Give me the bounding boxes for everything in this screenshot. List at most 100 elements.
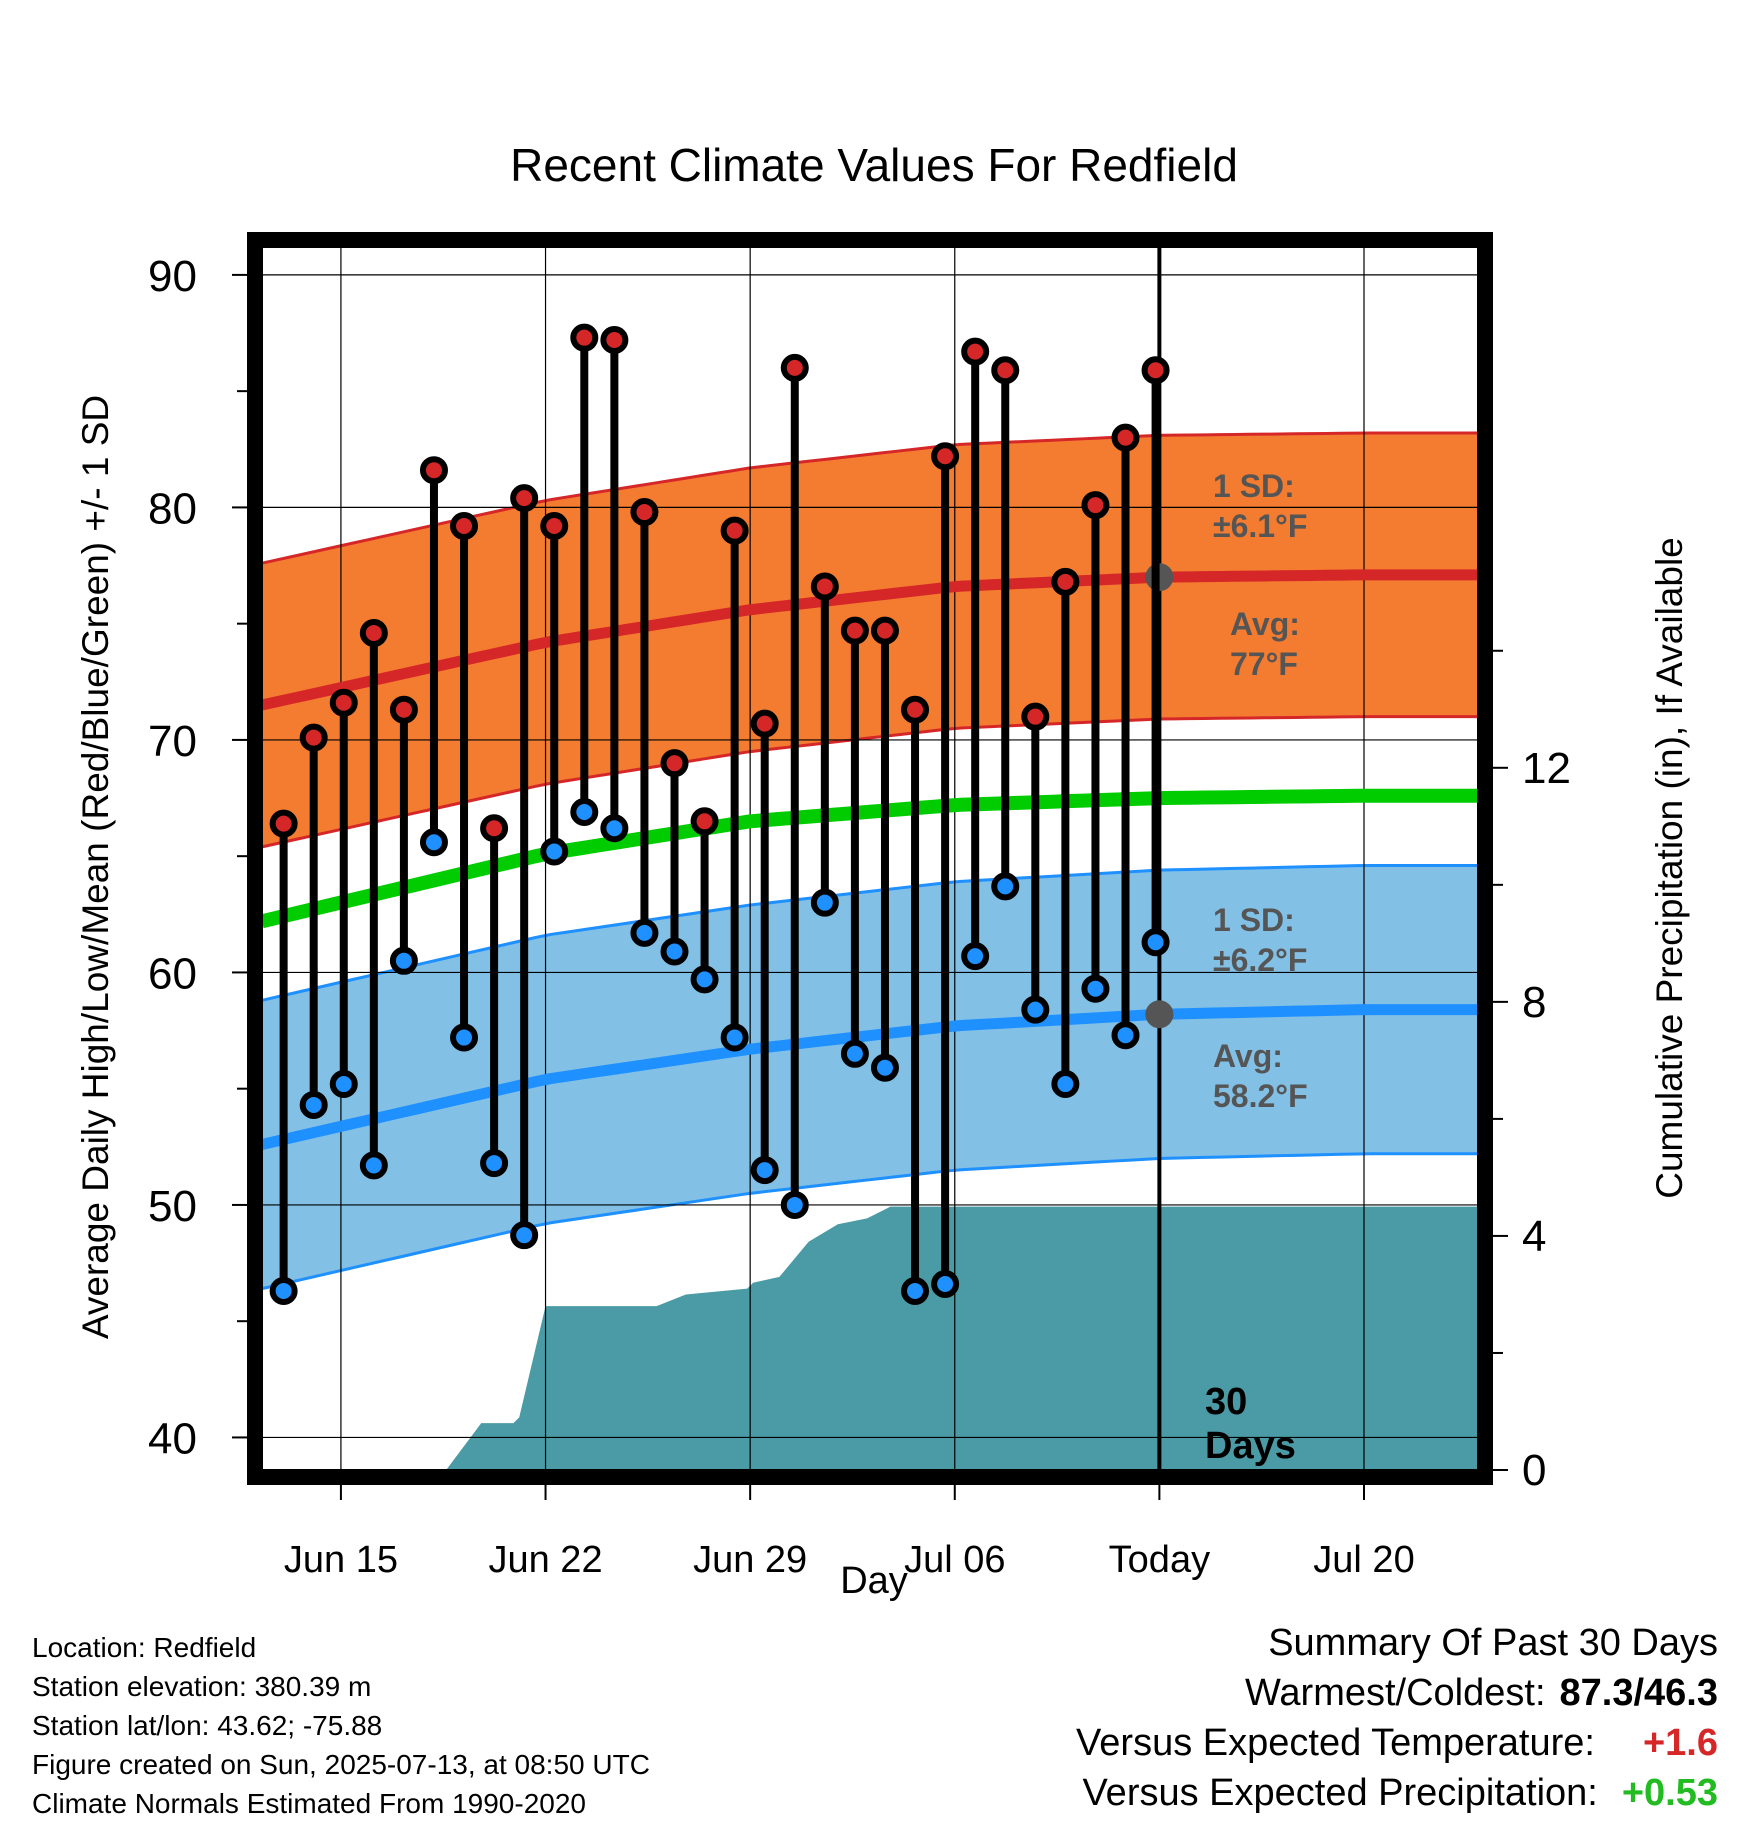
y-tick-label-90: 90 [148,252,197,301]
daily-high-point [630,498,659,527]
x-tick-label-jun-15: Jun 15 [284,1539,398,1581]
avg-high-label: Avg: [1230,606,1300,642]
daily-low-point [931,1269,960,1298]
daily-low-point [359,1151,388,1180]
daily-high-point [1021,702,1050,731]
footer-latlon: Station lat/lon: 43.62; -75.88 [32,1710,383,1741]
y-axis-label: Average Daily High/Low/Mean (Red/Blue/Gr… [75,394,116,1340]
footer-created: Figure created on Sun, 2025-07-13, at 08… [32,1749,650,1780]
daily-high-point [480,814,509,843]
chart-title: Recent Climate Values For Redfield [510,139,1238,191]
daily-low-point [570,797,599,826]
avg-low-dot [1145,1000,1174,1029]
sd-high-annotation: 1 SD: ±6.1°F [1213,466,1307,546]
daily-low-point [299,1090,328,1119]
y2-tick-label-8: 8 [1522,978,1546,1027]
daily-low-point [450,1023,479,1052]
daily-high-point [419,456,448,485]
y2-tick-label-12: 12 [1522,744,1571,793]
sd-low-annotation: 1 SD: ±6.2°F [1213,900,1307,980]
daily-low-point [780,1190,809,1219]
avg-low-label: Avg: [1213,1038,1283,1074]
daily-high-point [600,326,629,355]
daily-high-point [810,572,839,601]
daily-low-point [600,814,629,843]
station-info: Location: Redfield Station elevation: 38… [32,1628,650,1823]
y-tick-label-60: 60 [148,949,197,998]
daily-high-point [931,442,960,471]
daily-high-point [991,356,1020,385]
summary-heading: Summary Of Past 30 Days [1268,1622,1718,1664]
footer-elevation: Station elevation: 380.39 m [32,1671,372,1702]
daily-low-point [269,1276,298,1305]
plot-frame [247,232,1493,1485]
footer-location: Location: Redfield [32,1632,257,1663]
daily-low-point [419,828,448,857]
daily-low-point [840,1039,869,1068]
today-days-number: 30 [1205,1381,1248,1423]
daily-high-point [329,688,358,717]
y2-tick-label-0: 0 [1522,1446,1546,1495]
y-tick-label-80: 80 [148,484,197,533]
summary-temp-departure: Versus Expected Temperature: +1.6 [1076,1722,1718,1765]
daily-high-point [840,616,869,645]
daily-high-point [570,323,599,352]
today-days-annotation: 30 Days [1205,1380,1296,1468]
x-tick-label-jun-22: Jun 22 [488,1539,602,1581]
temp-departure-label: Versus Expected Temperature: [1076,1722,1595,1764]
sd-low-value: ±6.2°F [1213,942,1308,978]
daily-low-point [1051,1070,1080,1099]
x-axis-label: Day [840,1560,908,1602]
avg-high-value: 77°F [1230,646,1298,682]
daily-high-point [540,512,569,541]
daily-low-point [630,918,659,947]
footer-normals: Climate Normals Estimated From 1990-2020 [32,1788,586,1819]
daily-high-point [359,618,388,647]
x-tick-label-today: Today [1109,1539,1210,1581]
daily-low-point [720,1023,749,1052]
daily-high-point [961,337,990,366]
daily-high-point [389,695,418,724]
avg-low-annotation: Avg: 58.2°F [1213,1036,1308,1116]
daily-low-point [660,937,689,966]
daily-high-point [1141,356,1170,385]
temp-departure-value: +1.6 [1642,1722,1718,1764]
daily-low-point [961,942,990,971]
sd-low-label: 1 SD: [1213,902,1295,938]
daily-low-point [1141,928,1170,957]
y-tick-label-50: 50 [148,1182,197,1231]
x-tick-label-jun-29: Jun 29 [693,1539,807,1581]
normal-high-band [262,433,1478,847]
daily-high-point [660,749,689,778]
daily-low-point [750,1156,779,1185]
y2-axis-label: Cumulative Precipitation (in), If Availa… [1649,537,1690,1199]
avg-high-annotation: Avg: 77°F [1230,604,1300,684]
daily-low-point [870,1053,899,1082]
daily-high-point [780,353,809,382]
daily-high-point [1111,423,1140,452]
daily-low-point [901,1276,930,1305]
daily-high-point [299,723,328,752]
sd-high-value: ±6.1°F [1213,508,1308,544]
daily-low-point [991,872,1020,901]
daily-high-point [1081,491,1110,520]
daily-low-point [690,965,719,994]
warmest-coldest-value: 87.3/46.3 [1559,1672,1718,1714]
daily-high-point [1051,567,1080,596]
y-tick-label-40: 40 [148,1414,197,1463]
normal-low-line [260,1004,1478,1150]
x-tick-label-jul-20: Jul 20 [1313,1539,1414,1581]
daily-high-point [901,695,930,724]
daily-low-point [540,837,569,866]
daily-high-point [750,709,779,738]
daily-high-point [690,807,719,836]
y2-tick-label-4: 4 [1522,1212,1546,1261]
precipitation-area [262,1206,1478,1470]
daily-high-point [870,616,899,645]
today-days-word: Days [1205,1425,1296,1467]
normal-low-band [262,865,1478,1289]
x-tick-label-jul-06: Jul 06 [904,1539,1005,1581]
avg-low-value: 58.2°F [1213,1078,1308,1114]
y-tick-label-70: 70 [148,717,197,766]
